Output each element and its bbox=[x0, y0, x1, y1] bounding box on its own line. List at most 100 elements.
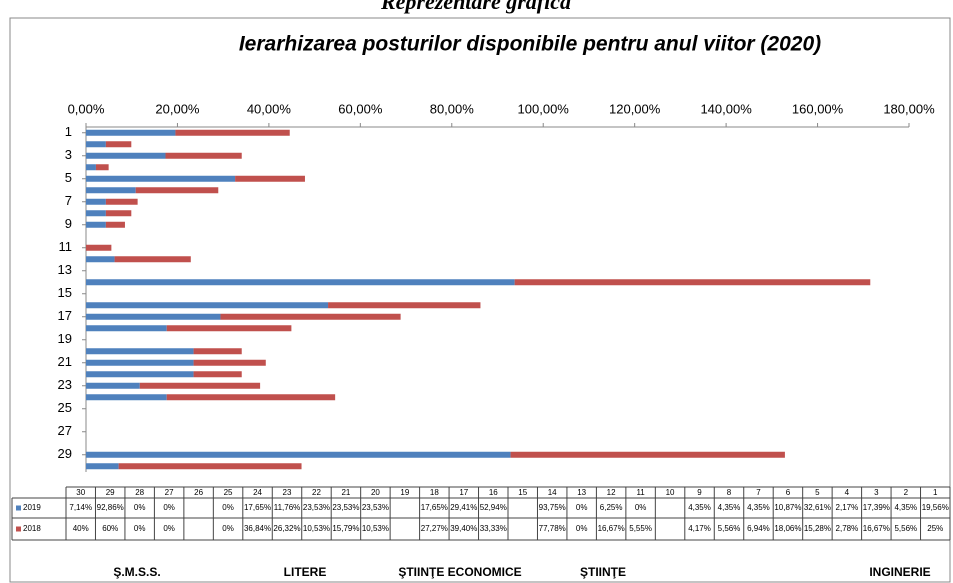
table-cell: 15,79% bbox=[332, 524, 359, 533]
y-tick-label: 11 bbox=[59, 239, 73, 254]
table-cell: 6,94% bbox=[747, 524, 770, 533]
bar bbox=[220, 313, 401, 320]
x-tick-label: 120,00% bbox=[609, 101, 661, 116]
x-tick-label: 40,00% bbox=[247, 101, 292, 116]
table-cell: 4,35% bbox=[688, 503, 711, 512]
table-header: 6 bbox=[786, 488, 791, 497]
table-cell: 0% bbox=[635, 503, 647, 512]
y-tick-label: 21 bbox=[58, 354, 72, 369]
table-cell: 25% bbox=[927, 524, 943, 533]
bar bbox=[86, 187, 136, 194]
table-header: 23 bbox=[283, 488, 292, 497]
bar bbox=[166, 325, 292, 332]
bar bbox=[86, 129, 176, 136]
bar bbox=[165, 152, 242, 159]
table-header: 30 bbox=[76, 488, 85, 497]
bar bbox=[510, 451, 785, 458]
table-cell: 0% bbox=[163, 524, 175, 533]
bar bbox=[86, 463, 119, 470]
bar bbox=[193, 371, 242, 378]
table-cell: 6,25% bbox=[600, 503, 623, 512]
bar bbox=[86, 164, 96, 171]
legend-label: 2018 bbox=[23, 524, 41, 533]
table-header: 11 bbox=[636, 488, 645, 497]
bar bbox=[105, 210, 132, 217]
y-tick-label: 15 bbox=[58, 285, 72, 300]
table-cell: 27,27% bbox=[421, 524, 448, 533]
bar bbox=[105, 141, 132, 148]
legend-swatch bbox=[16, 505, 21, 511]
table-cell: 0% bbox=[163, 503, 175, 512]
table-cell: 93,75% bbox=[539, 503, 566, 512]
y-tick-label: 3 bbox=[65, 147, 72, 162]
table-header: 19 bbox=[400, 488, 409, 497]
table-cell: 26,32% bbox=[273, 524, 300, 533]
bar bbox=[235, 175, 305, 182]
table-cell: 2,17% bbox=[836, 503, 859, 512]
table-cell: 10,53% bbox=[303, 524, 330, 533]
bar bbox=[86, 141, 106, 148]
bar bbox=[86, 210, 106, 217]
bar bbox=[86, 152, 166, 159]
y-tick-label: 29 bbox=[58, 446, 72, 461]
bar bbox=[86, 394, 167, 401]
table-cell: 4,35% bbox=[718, 503, 741, 512]
table-cell: 18,06% bbox=[774, 524, 801, 533]
table-cell: 5,55% bbox=[629, 524, 652, 533]
bar bbox=[86, 279, 515, 286]
table-header: 29 bbox=[106, 488, 115, 497]
table-cell: 36,84% bbox=[244, 524, 271, 533]
table-header: 28 bbox=[135, 488, 144, 497]
bar bbox=[95, 164, 109, 171]
bar bbox=[86, 302, 329, 309]
table-cell: 0% bbox=[576, 524, 588, 533]
bar bbox=[86, 244, 112, 251]
x-tick-label: 140,00% bbox=[700, 101, 752, 116]
bar bbox=[86, 382, 140, 389]
table-cell: 4,35% bbox=[894, 503, 917, 512]
table-cell: 77,78% bbox=[539, 524, 566, 533]
table-header: 26 bbox=[194, 488, 203, 497]
bar bbox=[86, 359, 194, 366]
table-cell: 39,40% bbox=[450, 524, 477, 533]
table-header: 13 bbox=[577, 488, 586, 497]
table-cell: 5,56% bbox=[894, 524, 917, 533]
table-header: 1 bbox=[933, 488, 938, 497]
table-header: 27 bbox=[165, 488, 174, 497]
table-header: 4 bbox=[845, 488, 850, 497]
y-tick-label: 9 bbox=[65, 216, 72, 231]
bar bbox=[118, 463, 302, 470]
bar bbox=[166, 394, 336, 401]
table-header: 25 bbox=[224, 488, 233, 497]
table-cell: 0% bbox=[222, 524, 234, 533]
bar bbox=[86, 313, 221, 320]
group-label: ŞTIINŢE bbox=[580, 565, 626, 579]
y-tick-label: 19 bbox=[58, 331, 72, 346]
bar bbox=[86, 175, 236, 182]
y-tick-label: 17 bbox=[58, 308, 72, 323]
table-header: 24 bbox=[253, 488, 262, 497]
table-cell: 10,53% bbox=[362, 524, 389, 533]
chart-title: Reprezentare grafică bbox=[380, 0, 571, 14]
table-cell: 2,78% bbox=[836, 524, 859, 533]
table-cell: 60% bbox=[102, 524, 118, 533]
bar bbox=[328, 302, 481, 309]
table-cell: 11,76% bbox=[274, 503, 301, 512]
bar bbox=[514, 279, 871, 286]
group-label: Ş.M.S.S. bbox=[113, 565, 160, 579]
bar bbox=[114, 256, 191, 263]
table-header: 12 bbox=[607, 488, 616, 497]
table-cell: 32,61% bbox=[804, 503, 831, 512]
table-header: 5 bbox=[815, 488, 820, 497]
bar bbox=[193, 348, 242, 355]
table-cell: 0% bbox=[134, 524, 146, 533]
table-header: 16 bbox=[489, 488, 498, 497]
table-header: 3 bbox=[874, 488, 879, 497]
table-header: 17 bbox=[459, 488, 468, 497]
bar bbox=[86, 198, 106, 205]
y-tick-label: 23 bbox=[58, 377, 72, 392]
table-cell: 23,53% bbox=[332, 503, 359, 512]
table-cell: 0% bbox=[576, 503, 588, 512]
